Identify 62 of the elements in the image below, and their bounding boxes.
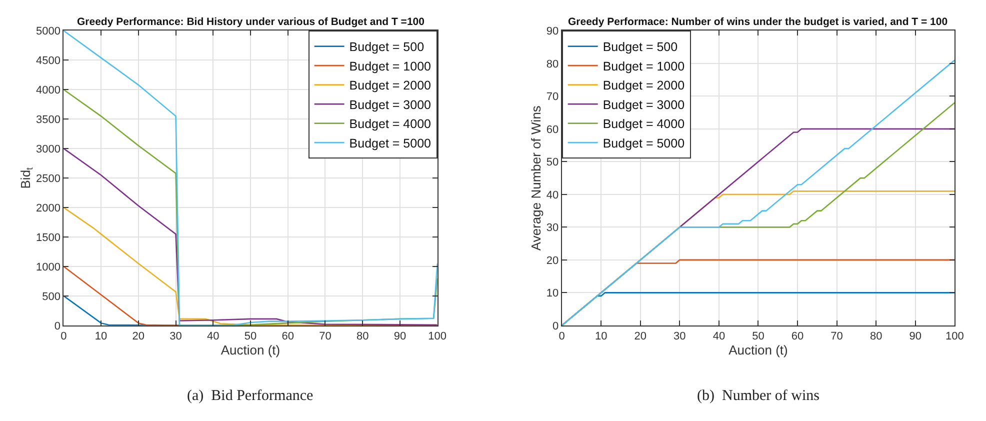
legend-label: Budget = 3000 [349,98,432,112]
chart-title: Greedy Performace: Number of wins under the budget is varied, and T = 100 [568,16,948,28]
x-tick-label: 50 [752,330,764,343]
x-tick-label: 100 [945,330,964,343]
x-tick-label: 10 [94,330,108,343]
legend-label: Budget = 1000 [349,59,432,74]
legend-label: Budget = 4000 [602,117,685,132]
y-tick-label: 60 [546,124,559,136]
y-tick-label: 90 [546,26,559,38]
y-tick-label: 5000 [36,26,60,38]
x-tick-label: 30 [674,330,686,343]
legend-label: Budget = 2000 [602,78,685,93]
y-tick-label: 10 [546,288,559,300]
y-tick-label: 4000 [36,84,60,96]
y-tick-label: 80 [546,58,559,70]
x-tick-label: 10 [595,330,608,343]
legend-label: Budget = 500 [602,40,678,54]
x-tick-label: 20 [634,330,647,343]
y-tick-label: 70 [546,91,559,104]
x-tick-label: 40 [712,330,726,343]
legend-label: Budget = 1000 [602,59,685,74]
x-axis-title: Auction (t) [220,342,280,358]
line-series [64,30,438,326]
y-tick-label: 50 [546,156,559,169]
y-tick-label: 0 [552,320,559,332]
x-tick-label: 40 [207,330,220,343]
y-tick-label: 2000 [36,202,60,214]
x-tick-label: 80 [356,330,369,343]
y-tick-label: 0 [54,320,60,332]
chart-title: Greedy Performance: Bid History under various of Budget and T =100 [77,16,425,28]
legend-label: Budget = 500 [349,40,424,54]
legend-label: Budget = 5000 [349,136,432,150]
y-tick-label: 3000 [36,143,60,156]
y-tick-label: 20 [546,254,559,267]
text: (b) Number of wins [697,388,820,404]
legend-label: Budget = 2000 [349,78,432,93]
y-tick-label: 1000 [36,261,60,274]
y-tick-label: 30 [546,222,559,234]
x-tick-label: 70 [319,330,332,343]
y-tick-label: 40 [546,189,559,202]
legend-label: Budget = 4000 [349,117,432,132]
x-tick-label: 70 [830,330,843,343]
y-tick-label: 500 [42,290,60,303]
y-tick-label: 1500 [36,232,60,244]
x-tick-label: 20 [132,330,145,343]
y-tick-label: 4500 [36,55,60,68]
x-axis-title: Auction (t) [728,342,788,358]
legend-label: Budget = 5000 [602,136,685,150]
text: (a) Bid Performance [187,388,314,404]
line-series [562,60,955,326]
x-tick-label: 90 [394,330,406,343]
x-tick-label: 90 [909,330,922,343]
x-tick-label: 100 [428,330,446,343]
x-tick-label: 60 [282,330,294,343]
x-tick-label: 30 [170,330,182,343]
x-tick-label: 60 [791,330,804,343]
y-tick-label: 2500 [36,172,60,185]
y-tick-label: 3500 [36,114,60,126]
x-tick-label: 80 [870,330,882,343]
y-axis-title: Average Number of Wins [528,105,544,251]
legend-label: Budget = 3000 [602,98,685,112]
x-tick-label: 50 [244,330,257,343]
